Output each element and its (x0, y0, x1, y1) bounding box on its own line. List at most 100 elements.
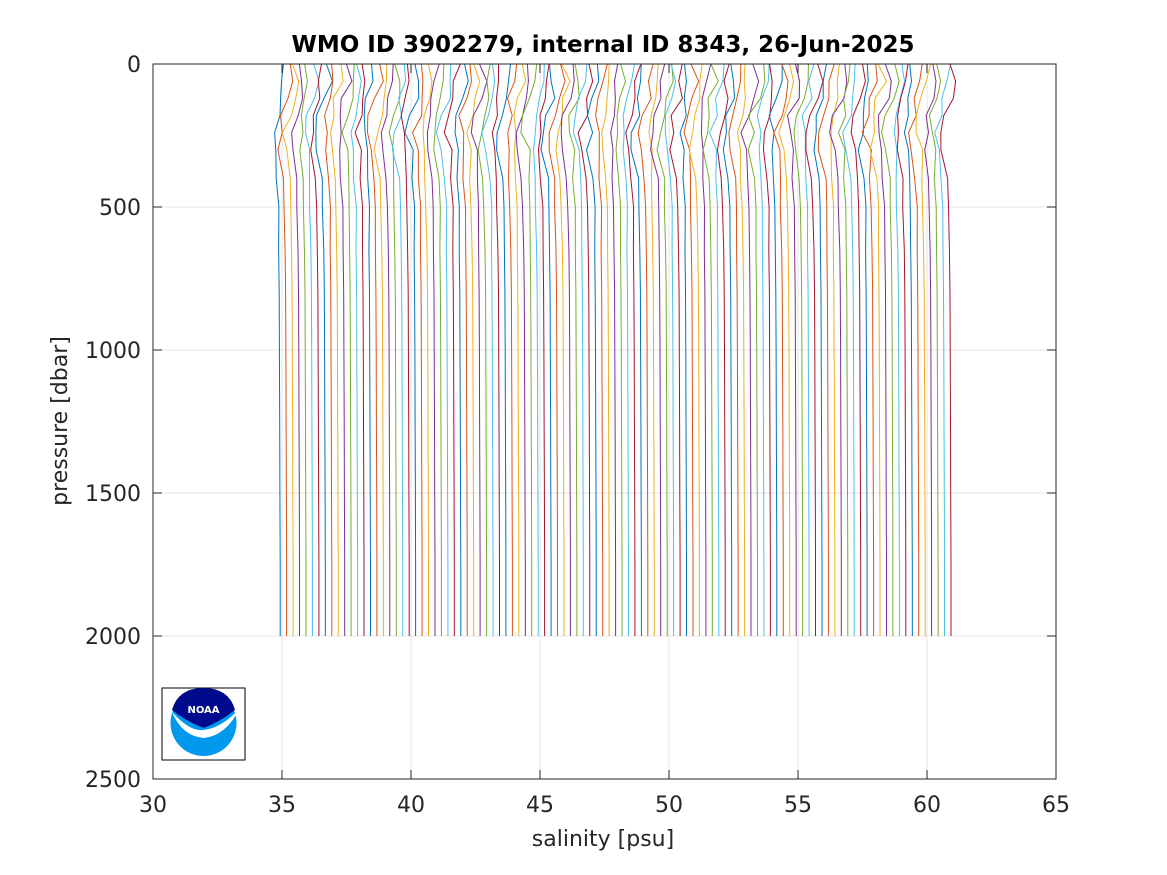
profile-line (664, 63, 677, 636)
profile-line (896, 63, 909, 636)
profile-line (477, 63, 491, 636)
profile-line (601, 63, 610, 636)
profile-line (813, 63, 827, 636)
profile-line (513, 63, 527, 636)
profile-line (443, 63, 461, 636)
profile-line (837, 63, 851, 636)
profile-line (908, 63, 923, 636)
profile-line (412, 63, 424, 636)
profile-line (560, 63, 575, 636)
profile-line (722, 63, 736, 636)
profile-line (801, 63, 815, 636)
profile-line (702, 63, 719, 636)
profile-line (940, 63, 957, 636)
profile-line (577, 63, 594, 636)
profile-line (380, 63, 394, 636)
profile-series (274, 63, 957, 636)
profile-line (830, 63, 840, 636)
profile-line (778, 63, 795, 636)
profile-line (537, 63, 550, 636)
profile-line (470, 63, 488, 636)
profile-line (466, 63, 481, 636)
profile-line (637, 63, 654, 636)
profile-line (388, 63, 401, 636)
profile-line (915, 63, 932, 636)
profile-line (299, 63, 308, 636)
profile-line (669, 63, 683, 636)
y-tick-label: 1500 (85, 482, 141, 507)
profile-line (622, 63, 635, 636)
profile-line (310, 63, 322, 636)
x-tick-label: 60 (913, 793, 941, 818)
profile-line (768, 63, 783, 636)
x-tick-label: 55 (784, 793, 812, 818)
axes-box (152, 63, 1057, 780)
profile-line (656, 63, 674, 636)
profile-line (650, 63, 666, 636)
profile-line (274, 63, 284, 636)
profile-line (520, 63, 538, 636)
profile-line (515, 63, 529, 636)
profile-line (625, 63, 642, 636)
profile-line (350, 63, 362, 636)
profile-line (762, 63, 773, 636)
profile-line (506, 63, 518, 636)
x-tick-label: 45 (526, 793, 554, 818)
profile-line (458, 63, 473, 636)
profile-line (433, 63, 445, 636)
noaa-logo-wave (172, 708, 240, 738)
x-tick-label: 50 (655, 793, 683, 818)
y-tick-label: 0 (127, 53, 141, 78)
profile-line (893, 63, 906, 636)
profile-line (610, 63, 619, 636)
noaa-logo-bird (172, 688, 235, 728)
noaa-logo-text: NOAA (187, 705, 219, 716)
profile-line (548, 63, 566, 636)
profile-line (736, 63, 746, 636)
profile-line (683, 63, 700, 636)
x-tick-label: 40 (397, 793, 425, 818)
profile-line (404, 63, 420, 636)
profile-line (400, 63, 410, 636)
profile-line (373, 63, 388, 636)
profile-line (391, 63, 407, 636)
chart-title: WMO ID 3902279, internal ID 8343, 26-Jun… (291, 32, 914, 58)
profile-line (315, 63, 334, 636)
profile-line (786, 63, 801, 636)
profile-line (881, 63, 900, 636)
profile-line (928, 63, 942, 636)
profile-line (435, 63, 452, 636)
profile-line (363, 63, 374, 636)
profile-line (281, 63, 300, 636)
profile-line (716, 63, 730, 636)
profile-line (805, 63, 824, 636)
profile-line (341, 63, 355, 636)
axes (152, 63, 1057, 780)
y-tick-label: 2500 (85, 768, 141, 793)
profile-line (496, 63, 511, 636)
tick-labels: 30 35 40 45 50 55 60 65 0 500 1000 1500 2000 2500 (85, 53, 1070, 818)
profile-line (630, 63, 642, 636)
x-tick-label: 30 (139, 793, 167, 818)
profile-line (924, 63, 937, 636)
noaa-logo: NOAA (161, 687, 246, 761)
profile-line (688, 63, 703, 636)
profile-line (491, 64, 500, 636)
profile-line (422, 63, 433, 636)
profile-line (728, 63, 742, 636)
x-tick-label: 65 (1042, 793, 1070, 818)
profile-line (842, 63, 856, 636)
profile-line (339, 63, 353, 636)
x-tick-label: 35 (268, 793, 296, 818)
profile-line (572, 63, 588, 636)
profile-line (291, 63, 304, 636)
profile-line (568, 63, 580, 636)
profile-line (481, 63, 496, 636)
profile-line (700, 63, 712, 636)
profile-line (648, 63, 659, 636)
x-axis-label: salinity [psu] (532, 827, 674, 852)
profile-line (877, 63, 892, 636)
profile-line (793, 63, 809, 636)
profile-line (330, 63, 344, 636)
